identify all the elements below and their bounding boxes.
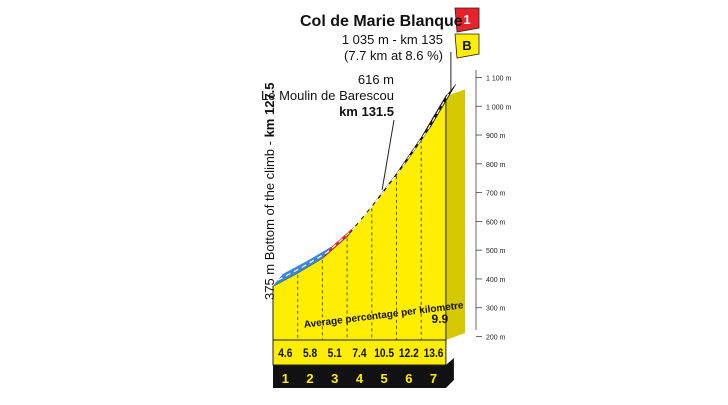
y-tick-label: 600 m — [486, 219, 506, 226]
gradient-value: 13.6 — [424, 347, 444, 360]
climb-start-label: 375 m Bottom of the climb - km 127.5 — [262, 82, 277, 300]
start-text: 375 m Bottom of the climb - — [262, 137, 277, 300]
gradient-value: 7.4 — [352, 347, 367, 360]
bonus-badge-shape — [454, 33, 480, 59]
y-tick-label: 900 m — [486, 133, 506, 140]
km-number: 3 — [331, 371, 338, 386]
summit-altitude: 1 035 m - km 135 — [341, 32, 443, 47]
profile-ridge-dashes — [277, 89, 452, 281]
y-tick-label: 300 m — [486, 306, 506, 313]
profile-side-face — [445, 89, 465, 340]
intermediate-name: Le Moulin de Barescou — [261, 88, 394, 103]
y-tick-label: 200 m — [486, 335, 506, 342]
profile-area — [272, 94, 447, 341]
y-tick-label: 800 m — [486, 162, 506, 169]
km-number: 4 — [356, 371, 364, 386]
y-tick-label: 700 m — [486, 191, 506, 198]
intermediate-pointer-line — [381, 119, 395, 190]
gradient-value: 9.9 — [432, 312, 449, 326]
gradient-value: 12.2 — [399, 347, 419, 360]
gradient-value: 5.8 — [303, 347, 317, 360]
start-km: km 127.5 — [262, 82, 277, 138]
y-tick-label: 500 m — [486, 248, 506, 255]
km-number: 5 — [381, 371, 388, 386]
category-badge-label: 1 — [463, 12, 470, 27]
y-tick-label: 400 m — [486, 277, 506, 284]
gradient-value: 4.6 — [278, 347, 292, 360]
km-number: 2 — [306, 371, 313, 386]
km-number: 6 — [405, 371, 412, 386]
bonus-badge-label: B — [462, 38, 471, 53]
km-number: 7 — [430, 371, 437, 386]
category-badge-shape — [454, 7, 480, 33]
gradient-label-band — [272, 339, 447, 366]
gradient-value: 10.5 — [374, 347, 394, 360]
gradient-value: 5.1 — [328, 347, 342, 360]
y-tick-label: 1 000 m — [486, 104, 511, 111]
km-number: 1 — [282, 371, 289, 386]
summit-name: Col de Marie Blanque — [300, 13, 463, 30]
intermediate-km: km 131.5 — [339, 104, 394, 119]
intermediate-altitude: 616 m — [357, 72, 394, 87]
y-tick-label: 1 100 m — [486, 76, 511, 83]
summit-gradient: (7.7 km at 8.6 %) — [344, 48, 443, 63]
